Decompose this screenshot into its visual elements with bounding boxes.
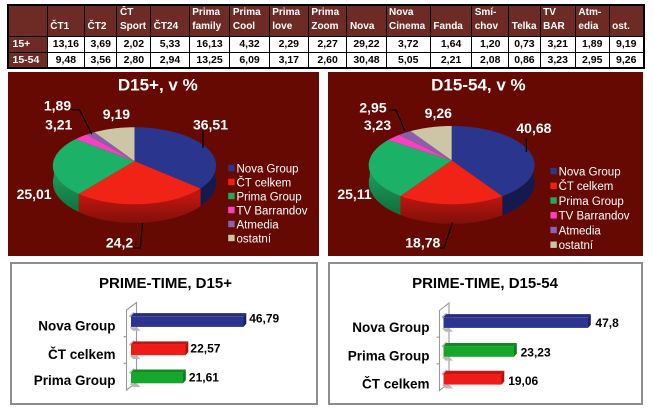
svg-text:ČT celkem: ČT celkem <box>362 377 430 392</box>
svg-text:40,68: 40,68 <box>516 120 551 136</box>
svg-text:Nova Group: Nova Group <box>38 318 115 333</box>
svg-text:21,61: 21,61 <box>189 370 219 384</box>
svg-text:PRIME-TIME, D15-54: PRIME-TIME, D15-54 <box>412 275 559 292</box>
svg-text:25,11: 25,11 <box>337 186 371 202</box>
svg-text:Nova Group: Nova Group <box>352 320 429 335</box>
svg-text:9,19: 9,19 <box>103 106 130 122</box>
svg-text:3,21: 3,21 <box>45 116 72 132</box>
svg-text:1,89: 1,89 <box>44 98 71 114</box>
svg-text:D15-54, v %: D15-54, v % <box>431 76 526 95</box>
svg-text:18,78: 18,78 <box>405 234 440 250</box>
svg-text:PRIME-TIME, D15+: PRIME-TIME, D15+ <box>99 275 232 292</box>
svg-text:25,01: 25,01 <box>17 186 52 202</box>
svg-text:D15+, v %: D15+, v % <box>118 76 198 95</box>
svg-text:Nova Group: Nova Group <box>559 166 621 178</box>
svg-text:ČT celkem: ČT celkem <box>237 176 292 189</box>
svg-text:TV Barrandov: TV Barrandov <box>559 211 630 223</box>
svg-text:Prima Group: Prima Group <box>237 191 302 203</box>
svg-text:Atmedia: Atmedia <box>237 219 280 231</box>
svg-text:ostatní: ostatní <box>237 233 272 245</box>
svg-text:TV Barrandov: TV Barrandov <box>237 205 308 217</box>
svg-text:24,2: 24,2 <box>106 234 133 250</box>
svg-text:3,23: 3,23 <box>364 117 391 133</box>
svg-text:Prima Group: Prima Group <box>348 349 430 364</box>
svg-text:22,57: 22,57 <box>190 341 220 355</box>
svg-text:46,79: 46,79 <box>249 311 279 325</box>
svg-text:36,51: 36,51 <box>193 117 228 133</box>
svg-text:Prima Group: Prima Group <box>34 373 116 388</box>
svg-text:ČT celkem: ČT celkem <box>559 180 614 193</box>
svg-text:2,95: 2,95 <box>359 100 386 116</box>
svg-text:ČT celkem: ČT celkem <box>48 347 116 362</box>
svg-text:23,23: 23,23 <box>521 345 551 359</box>
svg-text:47,8: 47,8 <box>595 316 619 330</box>
svg-text:Prima Group: Prima Group <box>559 196 624 208</box>
svg-text:ostatní: ostatní <box>559 240 594 252</box>
svg-text:19,06: 19,06 <box>508 374 538 388</box>
svg-text:Atmedia: Atmedia <box>559 225 602 237</box>
svg-text:9,26: 9,26 <box>425 105 452 121</box>
svg-text:Nova Group: Nova Group <box>237 163 299 175</box>
